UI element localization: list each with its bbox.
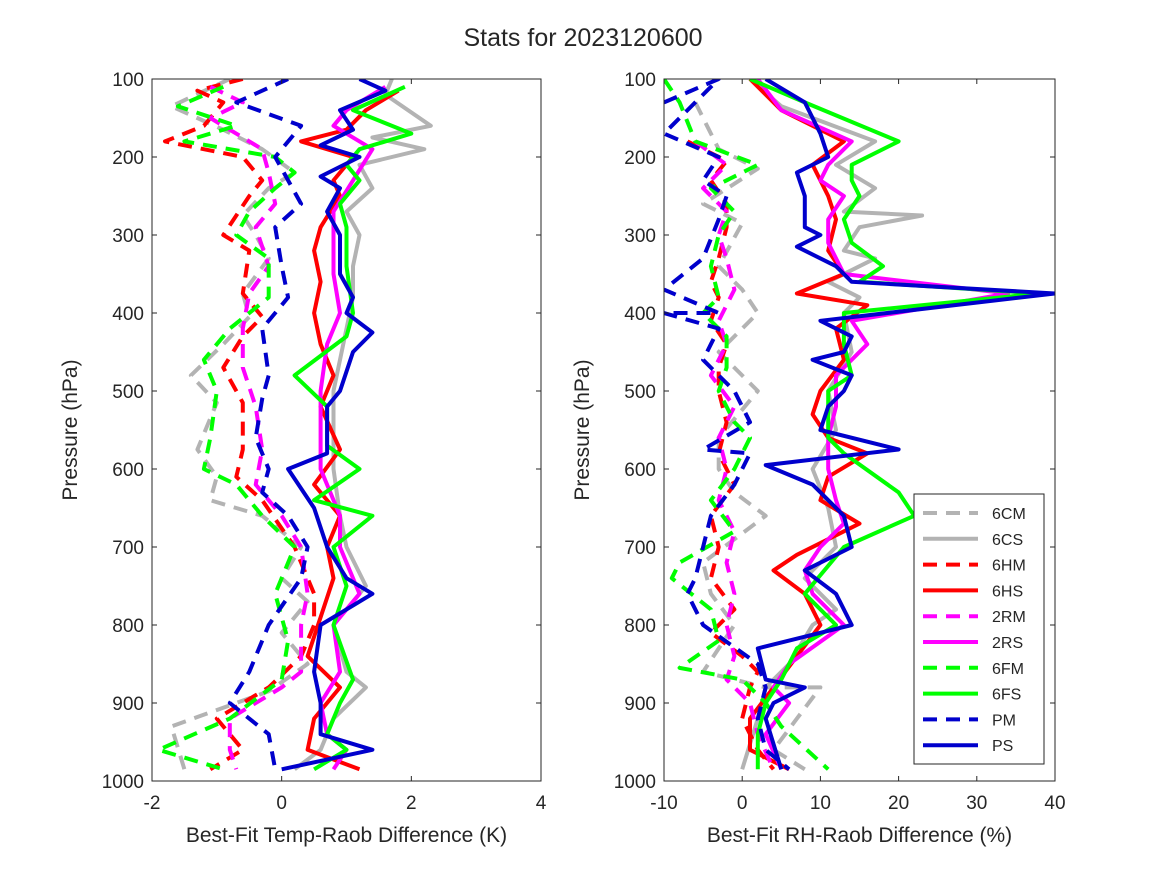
x-tick-label: 4	[536, 793, 547, 814]
series-group	[156, 79, 433, 772]
x-tick-label: 0	[737, 793, 748, 814]
series-line	[293, 79, 433, 771]
series-line	[163, 79, 317, 772]
legend-label: 6CM	[992, 506, 1026, 523]
series-line	[318, 85, 387, 771]
y-tick-label: 600	[112, 460, 144, 481]
y-tick-label: 700	[112, 538, 144, 559]
series-line	[664, 79, 830, 771]
y-tick-label: 100	[624, 70, 656, 91]
x-tick-label: 40	[1044, 793, 1065, 814]
y-tick-label: 900	[112, 694, 144, 715]
y-tick-label: 200	[112, 148, 144, 169]
series-line	[156, 84, 297, 772]
y-tick-label: 400	[624, 304, 656, 325]
series-line	[755, 79, 1055, 770]
x-tick-label: -10	[650, 793, 677, 814]
series-line	[227, 79, 310, 770]
y-tick-label: 300	[624, 226, 656, 247]
series-line	[292, 84, 414, 772]
x-tick-label: 0	[276, 793, 287, 814]
y-tick-label: 700	[624, 538, 656, 559]
y-tick-label: 1000	[102, 772, 144, 793]
y-tick-label: 400	[112, 304, 144, 325]
y-tick-label: 800	[112, 616, 144, 637]
x-tick-label: -2	[144, 793, 161, 814]
series-line	[756, 79, 1011, 771]
y-tick-label: 100	[112, 70, 144, 91]
y-tick-label: 500	[112, 382, 144, 403]
x-axis-label: Best-Fit Temp-Raob Difference (K)	[186, 824, 507, 847]
panel-2: -10 0 10 20 30 40 100 200 300 400 500 600 700 800 900 1…	[571, 70, 1066, 847]
x-axis-label: Best-Fit RH-Raob Difference (%)	[707, 824, 1012, 847]
y-tick-label: 1000	[614, 772, 656, 793]
series-line	[694, 139, 776, 771]
y-tick-label: 800	[624, 616, 656, 637]
x-tick-label: 30	[966, 793, 987, 814]
series-line	[686, 139, 776, 771]
series-group	[664, 79, 1055, 772]
legend-label: 6HS	[992, 583, 1023, 600]
axes-frame	[151, 78, 542, 782]
y-tick-label: 500	[624, 382, 656, 403]
x-tick-label: 20	[888, 793, 909, 814]
legend-box	[913, 493, 1045, 765]
y-tick-label: 200	[624, 148, 656, 169]
series-line	[748, 79, 870, 772]
legend: 6CM 6CS 6HM 6HS 2RM 2RS 6FM 6FS PM PS	[913, 493, 1045, 765]
chart-title: Stats for 2023120600	[463, 24, 702, 52]
series-line	[664, 79, 791, 771]
legend-label: 2RM	[992, 609, 1026, 626]
legend-label: 6HM	[992, 558, 1026, 575]
y-tick-label: 600	[624, 460, 656, 481]
legend-label: PM	[992, 712, 1016, 729]
series-line	[281, 79, 388, 772]
axes-frame	[663, 78, 1056, 782]
y-axis-label: Pressure (hPa)	[571, 359, 594, 500]
legend-label: 6FM	[992, 661, 1024, 678]
series-line	[693, 101, 823, 771]
y-tick-label: 900	[624, 694, 656, 715]
series-line	[208, 84, 310, 770]
legend-label: 2RS	[992, 635, 1023, 652]
y-tick-label: 300	[112, 226, 144, 247]
y-axis-label: Pressure (hPa)	[59, 359, 82, 500]
legend-label: 6CS	[992, 532, 1023, 549]
x-tick-label: 2	[406, 793, 417, 814]
x-tick-label: 10	[810, 793, 831, 814]
legend-label: PS	[992, 738, 1013, 755]
panel-1: -2 0 2 4 100 200 300 400 500 600 700 800 900 1000 Best…	[59, 70, 547, 847]
legend-label: 6FS	[992, 687, 1021, 704]
